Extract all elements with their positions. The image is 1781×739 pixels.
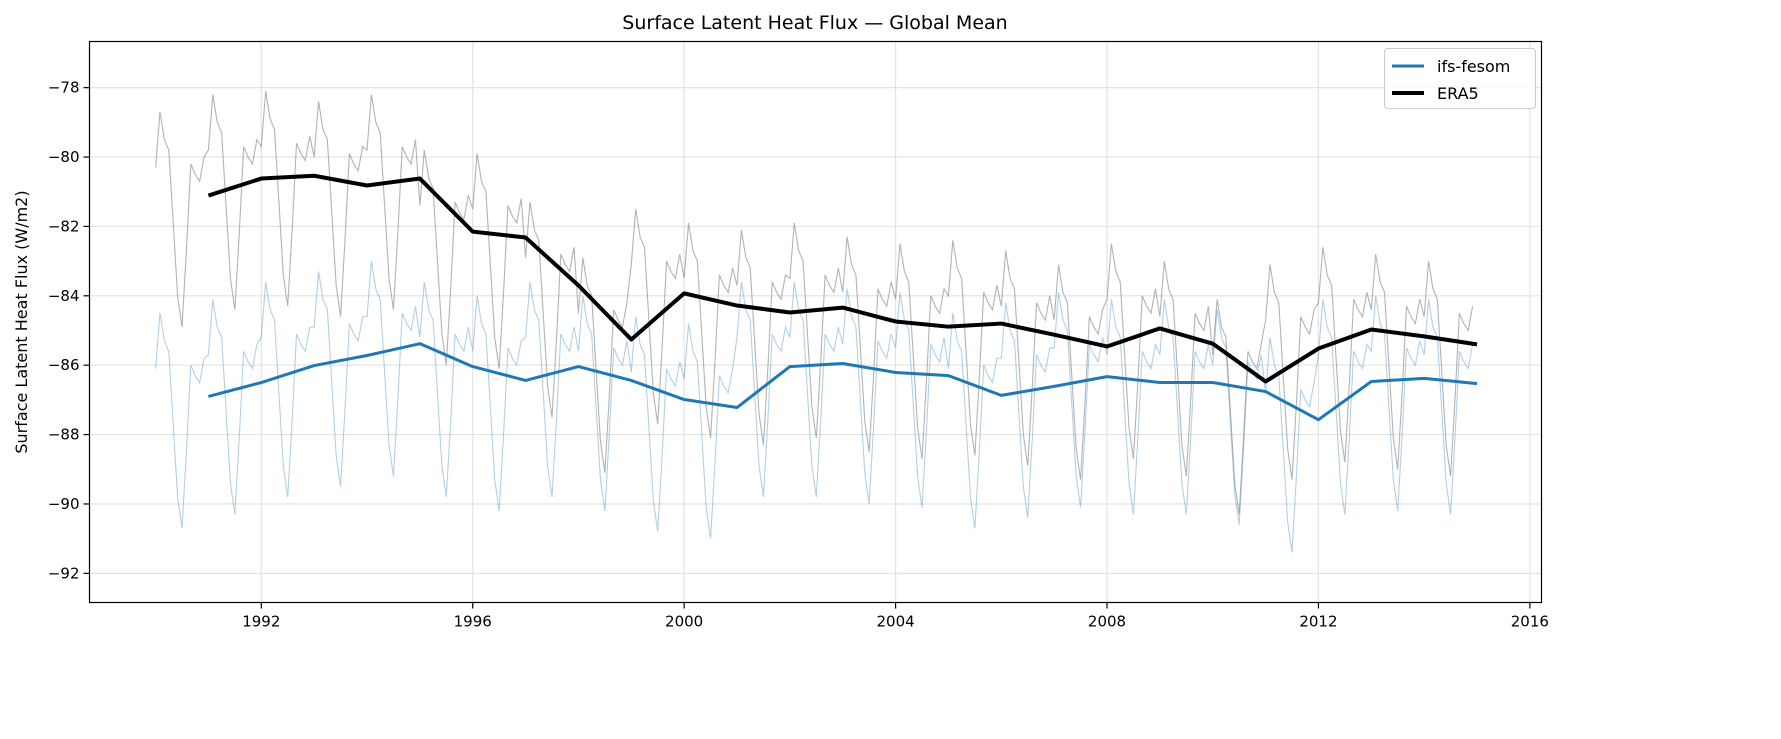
y-tick-label: −84: [48, 287, 80, 305]
x-tick-label: 2016: [1511, 613, 1549, 631]
monthly-line-ifs-fesom: [156, 261, 1473, 552]
y-axis-label: Surface Latent Heat Flux (W/m2): [12, 190, 31, 453]
x-tick-label: 1996: [454, 613, 492, 631]
y-tick-label: −82: [48, 217, 80, 235]
x-axis: 1992 1996 2000 2004 2008 2012 2016: [242, 603, 1549, 631]
plot-frame: [90, 42, 1542, 603]
y-tick-label: −86: [48, 356, 80, 374]
legend-label-ifs-fesom: ifs-fesom: [1437, 57, 1510, 76]
chart-title: Surface Latent Heat Flux — Global Mean: [622, 12, 1007, 34]
monthly-lines: [156, 91, 1473, 552]
grid: [90, 42, 1542, 603]
x-tick-label: 2000: [665, 613, 703, 631]
y-tick-label: −92: [48, 564, 80, 582]
y-tick-label: −78: [48, 79, 80, 97]
x-tick-label: 2012: [1299, 613, 1337, 631]
legend: ifs-fesom ERA5: [1385, 49, 1536, 109]
y-tick-label: −88: [48, 426, 80, 444]
monthly-line-era5: [156, 91, 1473, 514]
y-tick-label: −90: [48, 495, 80, 513]
x-tick-label: 2008: [1088, 613, 1126, 631]
x-tick-label: 2004: [876, 613, 914, 631]
legend-label-era5: ERA5: [1437, 84, 1479, 103]
y-axis: −78 −80 −82 −84 −86 −88 −90 −92: [48, 79, 90, 583]
y-tick-label: −80: [48, 148, 80, 166]
x-tick-label: 1992: [242, 613, 280, 631]
